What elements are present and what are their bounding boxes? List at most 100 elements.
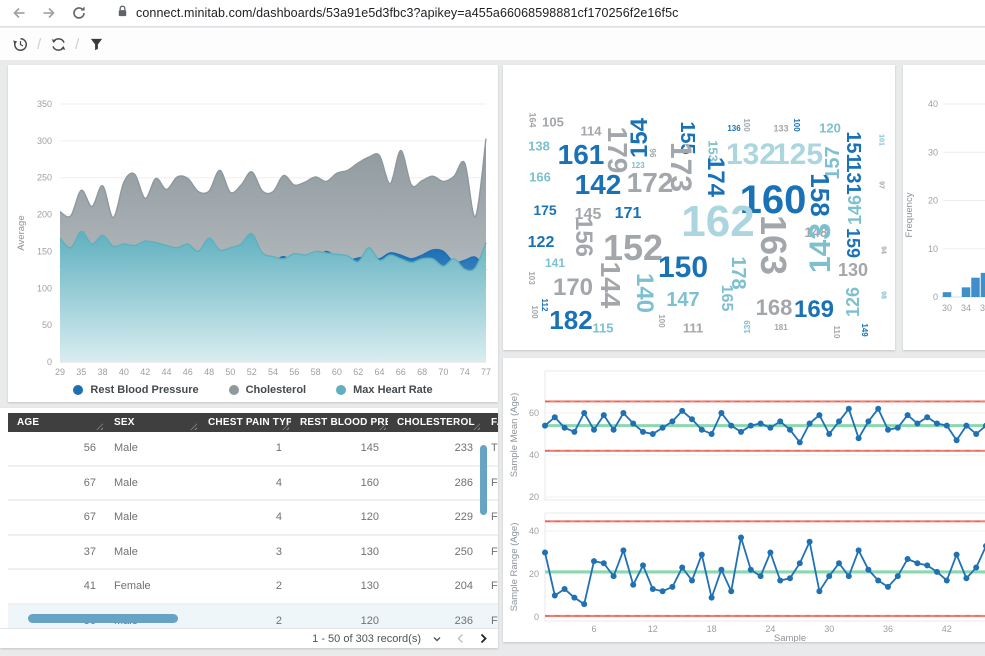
svg-text:0: 0 <box>933 292 938 302</box>
browser-back-button[interactable] <box>10 4 28 22</box>
svg-text:Average: Average <box>16 215 27 250</box>
svg-text:100: 100 <box>37 283 52 293</box>
wordcloud-number: 175 <box>533 202 557 218</box>
wordcloud-number: 174 <box>702 156 729 198</box>
sample-point <box>953 551 960 558</box>
url-text[interactable]: connect.minitab.com/dashboards/53a91e5d3… <box>136 6 679 20</box>
legend-item-2[interactable]: Max Heart Rate <box>336 384 433 396</box>
wordcloud-number: 125 <box>772 138 824 171</box>
svg-text:300: 300 <box>37 136 52 146</box>
sample-point <box>885 426 891 433</box>
control-charts: 20 40 60 Sample Mean (Age) 0 20 40 Sample Range… <box>509 370 985 642</box>
table-cell: 4 <box>275 476 282 489</box>
table-cell: 236 <box>454 614 473 627</box>
table-row[interactable]: 37 Male 3 130 250 False <box>8 535 498 570</box>
table-cell: 3 <box>275 545 282 558</box>
sample-point <box>728 588 735 595</box>
wordcloud-number: 181 <box>774 323 788 332</box>
svg-text:Sample Range (Age): Sample Range (Age) <box>509 523 520 612</box>
prev-page-button[interactable] <box>453 632 467 646</box>
sample-point <box>816 412 823 419</box>
table-cell: 229 <box>454 511 473 524</box>
sample-point <box>698 551 705 558</box>
table-row[interactable]: 67 Male 4 120 229 False <box>8 501 498 536</box>
svg-text:24: 24 <box>765 624 775 634</box>
legend-item-0[interactable]: Rest Blood Pressure <box>73 384 199 396</box>
table-cell: Male <box>114 476 138 489</box>
svg-text:38: 38 <box>98 367 108 377</box>
wordcloud-number: 148 <box>804 224 828 240</box>
table-row[interactable]: 41 Female 2 130 204 False <box>8 570 498 605</box>
table-cell: 250 <box>454 545 473 558</box>
sample-point <box>973 564 980 571</box>
wordcloud-number: 161 <box>557 139 605 170</box>
wordcloud-number: 101 <box>877 134 885 146</box>
table-cell: True <box>491 442 498 455</box>
svg-text:350: 350 <box>37 99 52 109</box>
table-row[interactable]: 56 Male 1 145 233 True <box>8 432 498 467</box>
filter-button[interactable] <box>85 33 107 55</box>
table-horizontal-scrollbar[interactable] <box>28 614 178 623</box>
table-row[interactable]: 67 Male 4 160 286 False <box>8 466 498 501</box>
browser-reload-button[interactable] <box>70 4 88 22</box>
browser-chrome: connect.minitab.com/dashboards/53a91e5d3… <box>0 0 985 27</box>
sample-point <box>894 424 901 431</box>
sample-point <box>836 560 842 567</box>
table-vertical-scrollbar[interactable] <box>480 445 487 515</box>
svg-text:18: 18 <box>707 624 717 634</box>
sample-point <box>581 601 588 608</box>
address-bar[interactable]: connect.minitab.com/dashboards/53a91e5d3… <box>116 4 679 23</box>
column-header-3[interactable]: REST BLOOD PRESS... <box>291 413 388 432</box>
wordcloud-number: 146 <box>845 194 865 226</box>
wordcloud-number: 114 <box>580 123 602 139</box>
wordcloud-number: 152 <box>602 227 664 268</box>
browser-forward-button[interactable] <box>40 4 58 22</box>
wordcloud-number: 139 <box>743 320 752 334</box>
column-header-2[interactable]: CHEST PAIN TYPE <box>199 413 291 432</box>
wordcloud-number: 100 <box>530 305 539 319</box>
svg-text:50: 50 <box>42 320 52 330</box>
sample-point <box>679 407 686 414</box>
sample-point <box>630 420 637 427</box>
refresh-button[interactable] <box>47 33 69 55</box>
wordcloud-number: 115 <box>592 320 614 336</box>
table-cell: 130 <box>360 545 379 558</box>
wordcloud-number: 100 <box>792 118 801 132</box>
wordcloud-number: 160 <box>739 178 807 222</box>
table-cell: 120 <box>360 511 379 524</box>
wordcloud-number: 147 <box>666 289 700 311</box>
wordcloud-number: 136 <box>727 124 741 133</box>
sample-point <box>796 560 803 567</box>
legend-item-1[interactable]: Cholesterol <box>228 384 306 396</box>
column-header-0[interactable]: AGE <box>8 413 105 432</box>
svg-text:66: 66 <box>396 367 406 377</box>
wordcloud-number: 98 <box>879 291 887 299</box>
svg-text:64: 64 <box>374 367 384 377</box>
page-size-dropdown[interactable] <box>430 632 444 646</box>
sample-point <box>767 549 774 556</box>
sample-point <box>600 560 607 567</box>
wordcloud-number: 145 <box>574 206 602 223</box>
wordcloud-number: 165 <box>718 284 735 312</box>
table-cell: 67 <box>83 476 96 489</box>
column-header-1[interactable]: SEX <box>105 413 199 432</box>
wordcloud-number: 166 <box>529 169 551 185</box>
sample-point <box>571 428 578 435</box>
column-header-4[interactable]: CHOLESTEROL <box>388 413 482 432</box>
wordcloud-number: 162 <box>681 197 755 246</box>
legend-dot <box>228 385 239 395</box>
panel-averages-area-chart: 0 50 100 150 200 250 300 350 29 35 38 40 42 44 46 48 50 5… <box>8 65 498 402</box>
svg-text:6: 6 <box>591 624 596 634</box>
table-cell: False <box>491 511 498 524</box>
wordcloud-number: 140 <box>631 272 658 314</box>
column-header-5[interactable]: FAS... <box>482 413 498 432</box>
svg-text:40: 40 <box>928 99 938 109</box>
svg-text:35: 35 <box>76 367 86 377</box>
hist-bar <box>942 292 952 297</box>
area-series <box>59 138 487 362</box>
history-button[interactable] <box>9 33 31 55</box>
table-cell: False <box>491 580 498 593</box>
next-page-button[interactable] <box>476 632 490 646</box>
svg-text:42: 42 <box>942 624 952 634</box>
